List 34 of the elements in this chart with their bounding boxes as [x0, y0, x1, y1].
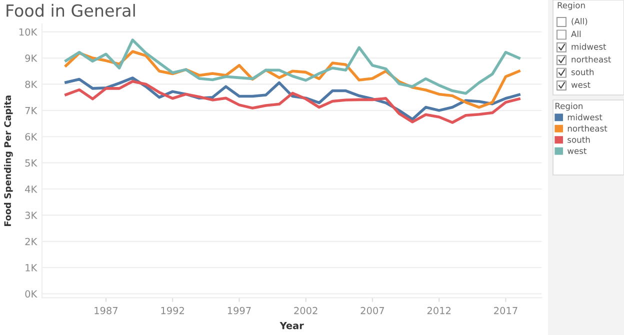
x-tick-label: 2012	[427, 306, 450, 314]
x-axis-title: Year	[280, 322, 304, 330]
text: (All)	[572, 18, 588, 26]
chart-title: Food in General	[6, 4, 135, 17]
line-series	[64, 38, 520, 95]
y-tick-label: 3K	[25, 212, 38, 220]
legend-label: midwest	[568, 114, 602, 120]
y-tick-label: 1K	[26, 264, 38, 272]
y-tick-label: 6K	[25, 133, 38, 140]
y-tick-label: 9K	[25, 54, 38, 62]
y-tick-label: 2K	[25, 238, 38, 246]
y-axis-title: Food Spending Per Capita	[4, 96, 13, 226]
text: west	[571, 82, 590, 88]
y-tick-label: 5K	[25, 159, 38, 167]
y-tick-label: 4K	[25, 186, 38, 193]
x-tick-label: 1997	[228, 306, 251, 314]
x-tick-label: 1987	[94, 306, 118, 314]
x-tick-label: 2017	[494, 306, 518, 314]
y-tick-label: 7K	[25, 107, 38, 114]
legend-label: west	[568, 148, 587, 154]
y-tick-label: 10K	[19, 28, 38, 36]
legend-label: south	[568, 136, 590, 143]
x-tick-label: 2007	[360, 306, 384, 314]
text: midwest	[572, 43, 606, 50]
text: All	[571, 30, 581, 37]
y-tick-label: 0K	[25, 290, 38, 298]
x-tick-label: 2002	[294, 306, 318, 314]
legend-label: northeast	[568, 125, 608, 132]
text: northeast	[572, 56, 611, 63]
text: south	[571, 68, 594, 76]
legend-title: Region	[555, 102, 582, 111]
y-tick-label: 8K	[25, 80, 38, 88]
x-tick-label: 1992	[161, 306, 184, 314]
text: Region	[558, 2, 585, 10]
